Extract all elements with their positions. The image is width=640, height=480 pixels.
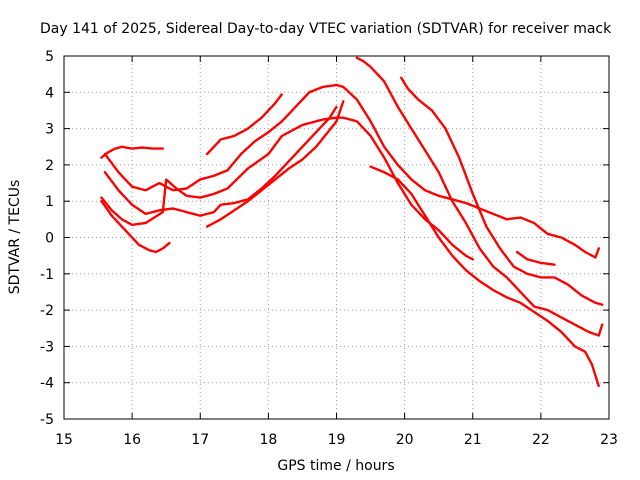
y-tick-label: -3 bbox=[40, 339, 54, 355]
x-tick-label: 21 bbox=[464, 432, 482, 448]
series-line-s7 bbox=[205, 92, 284, 156]
y-tick-label: 5 bbox=[45, 49, 54, 65]
series-line-s1 bbox=[100, 145, 165, 159]
series-line-s3 bbox=[103, 83, 600, 259]
x-tick-label: 18 bbox=[259, 432, 277, 448]
series-line-s8 bbox=[355, 56, 604, 337]
y-tick-label: -1 bbox=[40, 267, 54, 283]
x-tick-label: 17 bbox=[191, 432, 209, 448]
series-line-s6 bbox=[205, 100, 345, 228]
y-tick-label: 1 bbox=[45, 194, 54, 210]
series-line-s4 bbox=[100, 199, 171, 254]
x-tick-label: 23 bbox=[600, 432, 618, 448]
series-group bbox=[100, 56, 604, 388]
y-tick-label: -5 bbox=[40, 412, 54, 428]
x-tick-label: 15 bbox=[55, 432, 73, 448]
y-tick-label: 4 bbox=[45, 85, 54, 101]
x-tick-label: 16 bbox=[123, 432, 141, 448]
series-line-s2 bbox=[100, 116, 474, 261]
y-tick-label: 0 bbox=[45, 231, 54, 247]
x-tick-label: 19 bbox=[328, 432, 346, 448]
series-line-s11 bbox=[515, 250, 556, 266]
series-line-s5 bbox=[103, 105, 338, 217]
y-axis-label: SDTVAR / TECUs bbox=[7, 180, 23, 295]
grid bbox=[64, 56, 609, 419]
y-tick-label: -2 bbox=[40, 303, 54, 319]
y-tick-label: 3 bbox=[45, 122, 54, 138]
series-line-s10 bbox=[369, 165, 600, 388]
x-axis-label: GPS time / hours bbox=[277, 458, 394, 474]
series-line-s9 bbox=[400, 76, 604, 306]
plot-frame bbox=[63, 55, 610, 420]
x-tick-label: 20 bbox=[396, 432, 414, 448]
y-tick-label: 2 bbox=[45, 158, 54, 174]
y-tick-label: -4 bbox=[40, 376, 54, 392]
x-tick-label: 22 bbox=[532, 432, 550, 448]
chart-title: Day 141 of 2025, Sidereal Day-to-day VTE… bbox=[40, 21, 612, 37]
